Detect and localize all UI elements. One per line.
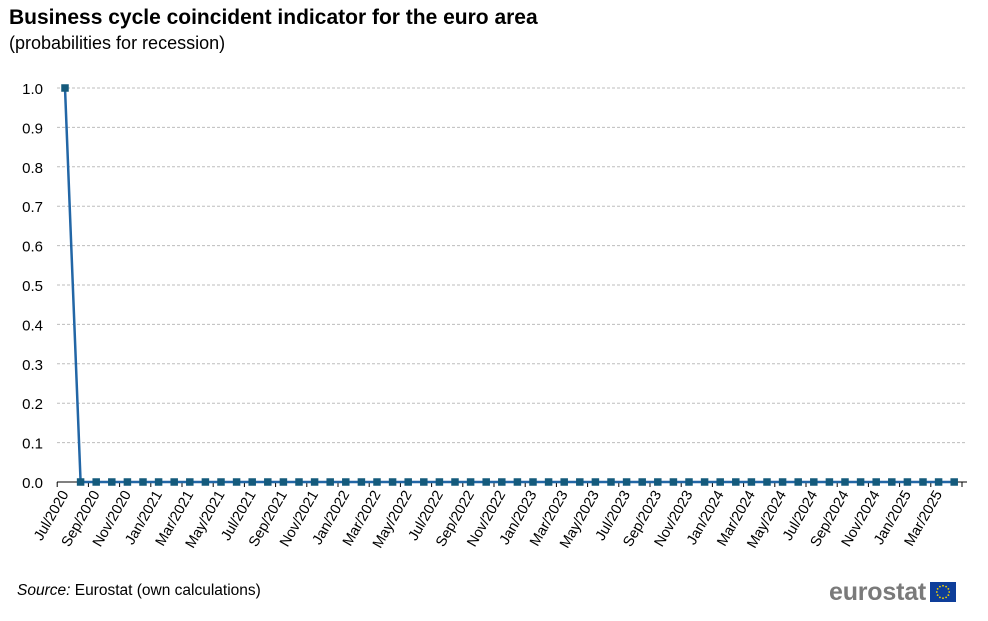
- data-point: [139, 478, 147, 486]
- data-point: [108, 478, 116, 486]
- data-point: [622, 478, 631, 486]
- data-point: [872, 478, 880, 486]
- x-axis: Jul/2020Sep/2020Nov/2020Jan/2021Mar/2021…: [31, 481, 967, 551]
- logo-text: eurostat: [829, 578, 927, 606]
- flag-star: [947, 594, 950, 596]
- data-point: [919, 478, 927, 486]
- data-point: [841, 478, 849, 486]
- source-label: Source:: [17, 582, 71, 599]
- data-point: [591, 478, 600, 486]
- flag-star: [945, 585, 948, 588]
- data-point: [778, 478, 787, 486]
- data-point: [217, 478, 225, 486]
- y-tick-label: 0.2: [22, 396, 43, 413]
- y-tick-label: 0.9: [22, 120, 43, 137]
- series-line: [63, 87, 955, 484]
- data-point: [373, 478, 381, 486]
- data-point: [888, 478, 896, 486]
- data-point: [248, 478, 256, 486]
- data-point: [186, 478, 194, 486]
- data-point: [388, 478, 397, 486]
- data-point: [700, 478, 709, 486]
- data-point: [357, 478, 366, 486]
- eu-flag-icon: [930, 582, 957, 602]
- data-point: [498, 478, 506, 486]
- data-point: [638, 478, 646, 486]
- flag-star: [945, 596, 948, 599]
- data-point: [201, 478, 210, 486]
- y-tick-label: 0.7: [22, 199, 43, 216]
- flag-star: [947, 588, 950, 590]
- flag-star: [939, 585, 941, 588]
- y-tick-label: 0.8: [22, 160, 43, 177]
- data-point: [544, 478, 553, 486]
- data-point: [732, 478, 740, 486]
- data-point: [763, 478, 771, 486]
- y-tick-label: 0.1: [22, 436, 43, 453]
- data-point: [934, 478, 943, 486]
- y-tick-label: 0.5: [22, 278, 43, 295]
- data-point: [482, 478, 490, 486]
- data-point: [669, 478, 678, 486]
- data-point: [560, 478, 568, 486]
- data-point: [420, 478, 428, 486]
- data-point: [232, 478, 241, 486]
- data-point: [685, 478, 693, 486]
- y-tick-label: 0.4: [22, 317, 43, 334]
- series-recession-probability: [61, 84, 958, 486]
- y-tick-label: 0.0: [22, 475, 43, 492]
- data-point: [123, 478, 132, 486]
- flag-star: [936, 594, 939, 596]
- data-point: [342, 478, 350, 486]
- data-point: [903, 478, 912, 486]
- y-tick-label: 0.6: [22, 239, 43, 256]
- data-point: [92, 478, 100, 486]
- gridlines: [57, 87, 967, 444]
- flag-star: [942, 584, 944, 587]
- data-point: [76, 478, 85, 486]
- chart-subtitle: (probabilities for recession): [9, 33, 226, 53]
- data-point: [654, 478, 662, 486]
- data-point: [810, 478, 818, 486]
- source-note: Source: Eurostat (own calculations): [17, 582, 261, 600]
- data-point: [310, 478, 319, 486]
- y-axis: 0.0 0.1 0.2 0.3 0.4 0.5 0.6 0.7 0.8 0.9 1.0: [22, 81, 43, 492]
- eurostat-logo: eurostat: [829, 578, 957, 606]
- data-point: [825, 478, 834, 486]
- data-point: [747, 478, 756, 486]
- flag-star: [936, 588, 939, 590]
- data-point: [435, 478, 444, 486]
- data-point: [264, 478, 272, 486]
- flag-star: [939, 596, 941, 599]
- data-point: [154, 478, 163, 486]
- data-point: [61, 84, 69, 92]
- data-point: [576, 478, 584, 486]
- data-point: [295, 478, 303, 486]
- data-point: [607, 478, 615, 486]
- flag-star: [942, 597, 944, 600]
- flag-star: [935, 591, 938, 593]
- y-tick-label: 1.0: [22, 81, 43, 98]
- chart-title: Business cycle coincident indicator for …: [9, 6, 538, 29]
- data-point: [451, 478, 459, 486]
- data-point: [716, 478, 724, 486]
- data-point: [326, 478, 334, 486]
- data-point: [529, 478, 537, 486]
- source-text: Eurostat (own calculations): [70, 582, 261, 599]
- flag-star: [948, 591, 951, 593]
- data-point: [794, 478, 802, 486]
- data-point: [950, 478, 958, 486]
- data-point: [170, 478, 178, 486]
- data-point: [404, 478, 412, 486]
- data-point: [513, 478, 522, 486]
- data-point: [856, 478, 865, 486]
- data-point: [279, 478, 288, 486]
- y-tick-label: 0.3: [22, 357, 43, 374]
- data-point: [466, 478, 475, 486]
